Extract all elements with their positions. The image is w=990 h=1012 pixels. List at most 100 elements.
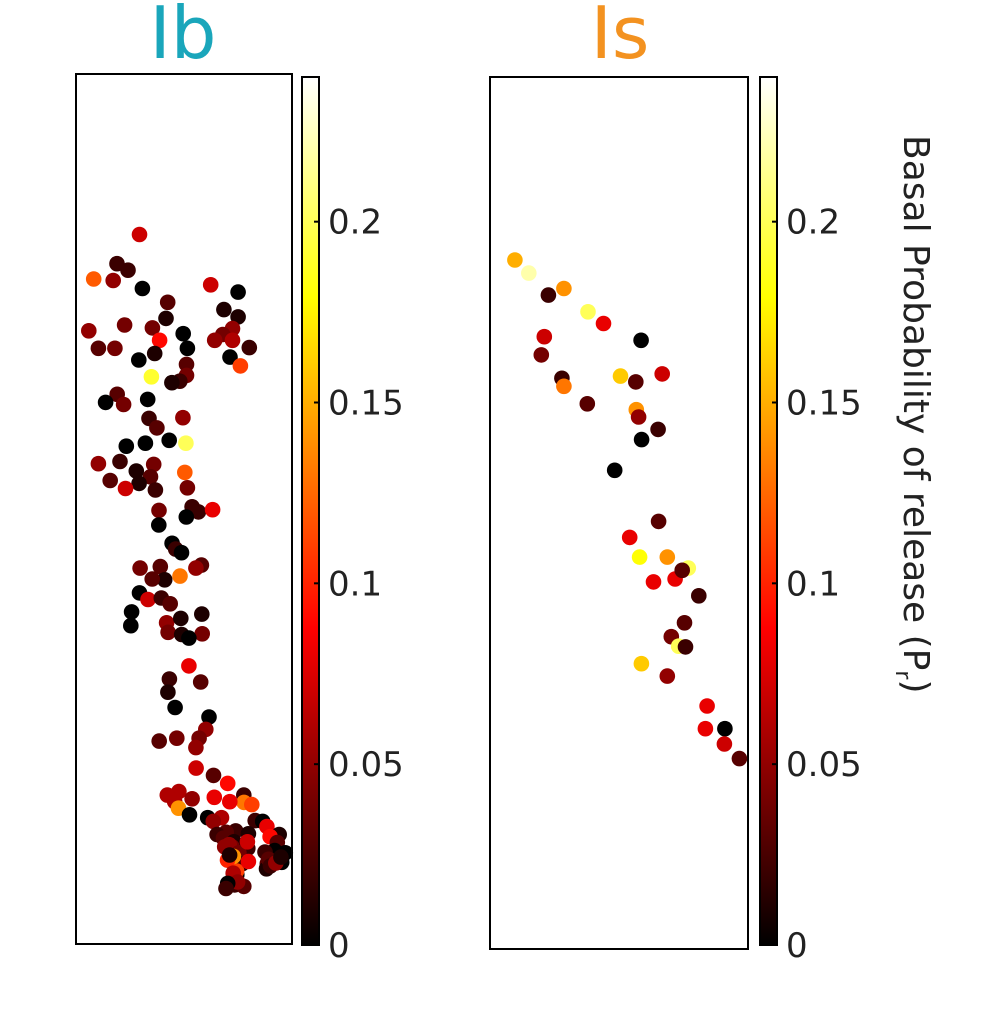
scatter-point-ib-92 <box>151 733 167 749</box>
plot-frame-ib <box>75 73 293 945</box>
scatter-point-is-9 <box>612 368 629 384</box>
scatter-point-ib-57 <box>190 504 207 520</box>
scatter-point-is-27 <box>674 562 690 579</box>
colorbar-label-sub: r <box>890 670 915 680</box>
colorbar-label-close: ) <box>895 679 936 693</box>
scatter-point-ib-89 <box>167 699 183 716</box>
scatter-point-is-17 <box>650 421 666 438</box>
scatter-point-ib-28 <box>178 356 195 373</box>
scatter-point-is-14 <box>579 396 596 412</box>
scatter-point-ib-23 <box>241 339 258 356</box>
scatter-point-ib-29 <box>232 358 249 374</box>
scatter-point-ib-5 <box>202 277 219 293</box>
scatter-point-ib-47 <box>145 456 162 473</box>
colorbar-gradient-is <box>759 76 778 946</box>
scatter-point-ib-52 <box>131 475 147 492</box>
colorbar-tick-label-ib-2: 0.1 <box>328 564 382 604</box>
colorbar-label: Basal Probability of release (Pr) <box>890 135 936 693</box>
scatter-point-ib-12 <box>116 317 133 333</box>
scatter-point-ib-76 <box>123 604 140 620</box>
scatter-point-ib-96 <box>188 760 204 776</box>
scatter-point-ib-84 <box>181 630 197 646</box>
scatter-point-is-5 <box>595 315 612 332</box>
scatter-point-is-36 <box>697 720 714 737</box>
points-group-is <box>507 252 748 767</box>
scatter-point-is-21 <box>621 529 638 546</box>
plot-frame-is <box>489 76 749 950</box>
scatter-point-ib-21 <box>90 340 107 357</box>
scatter-point-ib-75 <box>162 596 178 612</box>
scatter-point-ib-46 <box>90 455 107 472</box>
scatter-point-is-18 <box>633 431 650 448</box>
colorbar-ticks-is: 0 0.05 0.1 0.15 0.2 <box>772 203 862 966</box>
scatter-point-ib-93 <box>169 730 185 746</box>
scatter-point-is-39 <box>731 750 748 767</box>
scatter-point-ib-64 <box>173 544 190 561</box>
scatter-point-is-6 <box>536 328 553 345</box>
scatter-point-ib-13 <box>144 320 161 336</box>
scatter-point-ib-33 <box>164 374 180 391</box>
scatter-point-ib-43 <box>137 435 154 452</box>
scatter-point-ib-61 <box>151 517 167 533</box>
scatter-point-ib-10 <box>230 309 246 325</box>
scatter-point-ib-15 <box>81 323 97 339</box>
scatter-point-ib-81 <box>160 624 176 641</box>
scatter-point-ib-24 <box>179 340 196 357</box>
scatter-point-ib-8 <box>159 294 176 311</box>
scatter-point-ib-149 <box>240 853 257 870</box>
scatter-point-ib-18 <box>151 332 168 349</box>
colorbar-tick-label-ib-0: 0 <box>328 926 350 966</box>
scatter-point-ib-85 <box>181 658 197 674</box>
scatter-point-ib-109 <box>181 807 198 823</box>
scatter-point-is-20 <box>650 513 667 530</box>
scatter-point-is-37 <box>717 720 733 737</box>
scatter-point-is-35 <box>699 698 715 714</box>
scatter-point-is-1 <box>521 265 537 281</box>
scatter-point-is-13 <box>556 378 572 395</box>
colorbar-is: 0 0.05 0.1 0.15 0.2 <box>759 76 862 966</box>
scatter-point-ib-95 <box>188 739 204 756</box>
scatter-point-ib-88 <box>160 684 176 700</box>
scatter-point-ib-53 <box>179 480 196 496</box>
scatter-point-ib-58 <box>178 509 195 525</box>
scatter-point-ib-27 <box>131 352 147 368</box>
scatter-point-ib-48 <box>177 464 193 481</box>
scatter-point-ib-11 <box>158 310 174 327</box>
scatter-point-ib-113 <box>205 813 222 830</box>
colorbar-ticks-ib: 0 0.05 0.1 0.15 0.2 <box>314 203 404 966</box>
scatter-point-ib-106 <box>222 793 238 810</box>
scatter-point-is-22 <box>631 549 648 565</box>
scatter-point-ib-38 <box>175 409 191 426</box>
scatter-point-ib-19 <box>206 332 223 349</box>
scatter-point-ib-69 <box>188 560 204 576</box>
scatter-point-is-34 <box>659 668 676 684</box>
scatter-point-ib-157 <box>218 880 234 897</box>
scatter-point-ib-4 <box>105 272 121 289</box>
scatter-point-ib-102 <box>206 789 223 806</box>
scatter-point-ib-101 <box>184 791 200 807</box>
scatter-point-ib-133 <box>239 834 256 850</box>
scatter-point-ib-156 <box>221 847 238 863</box>
scatter-point-ib-45 <box>112 453 128 470</box>
colorbar-tick-label-ib-1: 0.05 <box>328 745 404 785</box>
colorbar-tick-label-is-4: 0.2 <box>786 203 840 243</box>
colorbar-tick-label-ib-4: 0.2 <box>328 203 382 243</box>
scatter-point-ib-35 <box>139 391 156 408</box>
scatter-panel-is: Is 0 0.05 0.1 0.15 0.2 <box>489 0 862 966</box>
scatter-point-ib-9 <box>216 301 232 318</box>
scatter-point-ib-31 <box>143 369 160 385</box>
scatter-point-is-25 <box>645 574 662 590</box>
scatter-point-is-29 <box>676 615 693 631</box>
scatter-point-is-7 <box>633 332 649 349</box>
scatter-point-ib-3 <box>85 271 102 287</box>
colorbar-tick-label-is-0: 0 <box>786 926 808 966</box>
scatter-point-ib-54 <box>117 480 134 497</box>
scatter-point-ib-44 <box>118 438 135 455</box>
scatter-point-ib-90 <box>201 709 217 725</box>
scatter-point-ib-51 <box>102 472 118 489</box>
scatter-point-ib-60 <box>151 502 167 519</box>
scatter-point-is-32 <box>677 639 694 655</box>
scatter-point-is-10 <box>654 366 670 382</box>
scatter-point-is-28 <box>691 588 707 604</box>
scatter-point-is-38 <box>716 736 733 752</box>
